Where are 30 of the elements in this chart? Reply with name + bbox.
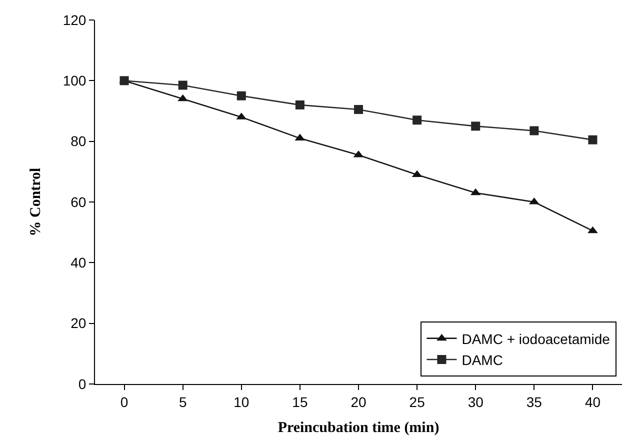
y-tick-label: 80 (70, 133, 86, 150)
x-tick-label: 40 (584, 394, 601, 410)
legend-label: DAMC (462, 352, 503, 368)
y-tick-label: 100 (62, 72, 86, 89)
y-tick-label: 20 (70, 315, 86, 332)
y-tick-label: 40 (70, 254, 86, 271)
point (295, 100, 304, 110)
x-tick-label: 25 (409, 394, 426, 410)
x-tick-label: 0 (120, 394, 128, 410)
point (471, 122, 480, 131)
y-tick-label: 60 (70, 194, 86, 210)
point (354, 104, 363, 114)
x-tick-label: 10 (234, 394, 250, 410)
legend-label: DAMC + iodoacetamide (462, 330, 610, 347)
x-tick-label: 5 (178, 394, 187, 410)
point (588, 226, 598, 234)
point (588, 135, 598, 144)
y-tick-label: 0 (78, 376, 86, 392)
y-axis-title: % Control (28, 168, 44, 236)
x-axis-title: Preincubation time (min) (278, 420, 440, 436)
point (120, 76, 129, 86)
point (530, 126, 539, 136)
x-tick-label: 35 (526, 394, 542, 410)
x-tick-label: 30 (468, 394, 484, 410)
x-tick-label: 20 (350, 394, 366, 410)
point (178, 80, 188, 90)
y-tick-label: 120 (62, 12, 86, 28)
point (412, 116, 422, 125)
x-tick-label: 15 (292, 394, 308, 410)
point (236, 91, 246, 100)
